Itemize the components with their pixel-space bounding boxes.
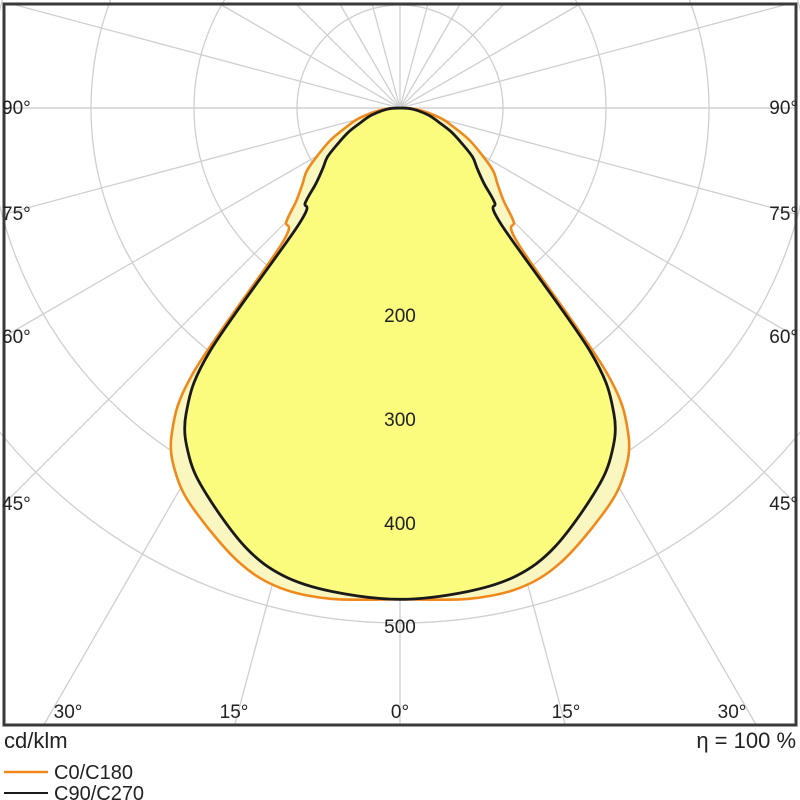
svg-text:400: 400 [384, 514, 416, 535]
svg-text:500: 500 [384, 617, 416, 638]
svg-text:30°: 30° [718, 702, 747, 723]
svg-text:15°: 15° [220, 702, 249, 723]
svg-text:15°: 15° [552, 702, 581, 723]
svg-text:60°: 60° [2, 327, 31, 348]
svg-text:75°: 75° [769, 204, 798, 225]
svg-text:45°: 45° [2, 494, 31, 515]
svg-text:300: 300 [384, 410, 416, 431]
svg-text:200: 200 [384, 306, 416, 327]
svg-text:C90/C270: C90/C270 [54, 783, 144, 800]
svg-text:75°: 75° [2, 204, 31, 225]
svg-text:60°: 60° [769, 327, 798, 348]
svg-text:cd/klm: cd/klm [4, 728, 68, 753]
svg-text:30°: 30° [54, 702, 83, 723]
svg-text:90°: 90° [769, 98, 798, 119]
svg-text:0°: 0° [391, 702, 409, 723]
svg-text:C0/C180: C0/C180 [54, 762, 133, 784]
svg-text:90°: 90° [2, 98, 31, 119]
svg-text:η = 100 %: η = 100 % [696, 728, 796, 753]
svg-text:45°: 45° [769, 494, 798, 515]
